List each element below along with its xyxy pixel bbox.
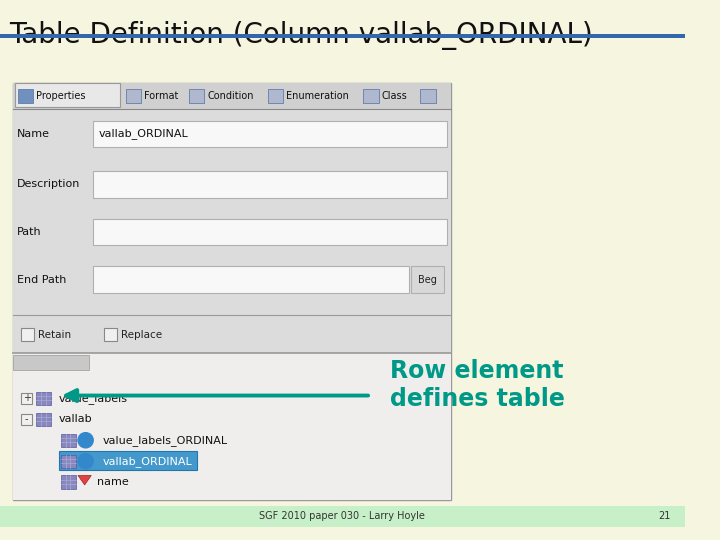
Bar	[0, 34, 685, 38]
Text: 21: 21	[658, 511, 670, 521]
Bar	[13, 355, 89, 370]
Bar	[93, 266, 409, 293]
Bar	[21, 414, 32, 425]
Text: Row element
defines table: Row element defines table	[390, 360, 564, 411]
Text: Replace: Replace	[121, 330, 162, 340]
Text: Enumeration: Enumeration	[287, 91, 349, 101]
Bar	[13, 83, 451, 500]
Bar	[61, 434, 76, 447]
Text: Class: Class	[382, 91, 407, 101]
Text: -: -	[25, 414, 28, 424]
Bar	[13, 83, 451, 109]
Bar	[61, 475, 76, 489]
Bar	[364, 89, 379, 103]
Bar	[268, 89, 284, 103]
Bar	[125, 89, 140, 103]
Bar	[36, 392, 51, 405]
Bar	[21, 393, 32, 404]
Bar	[21, 328, 35, 341]
Text: vallab_ORDINAL: vallab_ORDINAL	[99, 129, 189, 139]
Text: End Path: End Path	[17, 274, 66, 285]
Bar	[104, 328, 117, 341]
Bar	[93, 219, 447, 245]
Text: Format: Format	[143, 91, 178, 101]
Bar	[61, 455, 76, 468]
Text: Description: Description	[17, 179, 81, 190]
Text: SGF 2010 paper 030 - Larry Hoyle: SGF 2010 paper 030 - Larry Hoyle	[259, 511, 426, 521]
Bar	[93, 120, 447, 147]
Circle shape	[78, 433, 93, 448]
Bar	[59, 451, 197, 470]
Bar	[411, 266, 444, 293]
Text: value_labels_ORDINAL: value_labels_ORDINAL	[103, 435, 228, 446]
Text: Retain: Retain	[38, 330, 71, 340]
Bar	[13, 109, 451, 353]
Circle shape	[78, 454, 93, 469]
Text: vallab: vallab	[59, 414, 93, 424]
Text: Table Definition (Column vallab_ORDINAL): Table Definition (Column vallab_ORDINAL)	[9, 21, 593, 50]
Text: value_labels: value_labels	[59, 393, 128, 404]
Bar	[36, 413, 51, 426]
Bar	[0, 506, 685, 527]
Bar	[15, 83, 120, 107]
Bar	[18, 89, 33, 103]
Text: Name: Name	[17, 129, 50, 139]
Text: Beg: Beg	[418, 274, 436, 285]
Text: vallab_ORDINAL: vallab_ORDINAL	[103, 456, 192, 467]
Polygon shape	[78, 475, 91, 485]
Bar	[189, 89, 204, 103]
Bar	[93, 171, 447, 198]
Text: +: +	[22, 394, 31, 403]
Bar	[13, 353, 451, 500]
Text: name: name	[97, 477, 129, 487]
Text: Condition: Condition	[207, 91, 254, 101]
Bar	[420, 89, 436, 103]
Text: Properties: Properties	[36, 91, 86, 101]
Text: Path: Path	[17, 227, 42, 237]
